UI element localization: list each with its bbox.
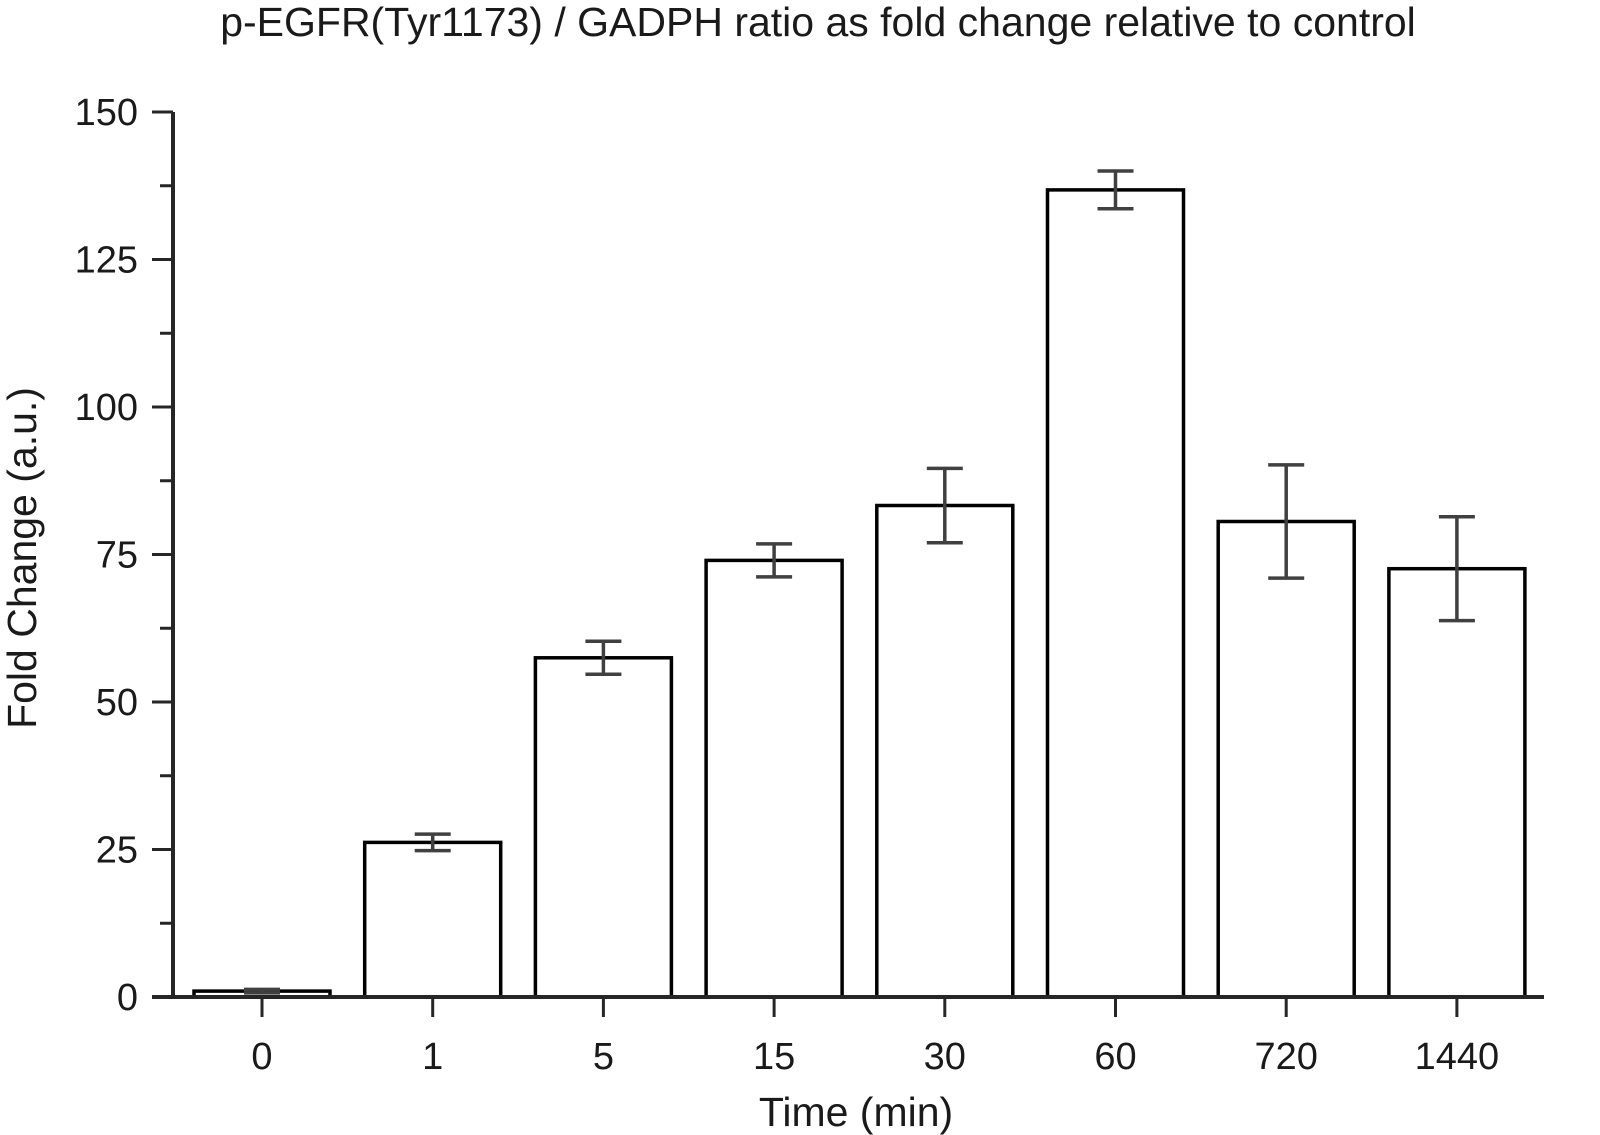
y-tick-label: 150: [75, 92, 138, 134]
x-tick-label: 1440: [1415, 1036, 1500, 1078]
error-bar-5: [585, 639, 622, 677]
error-bars-layer: [244, 169, 1475, 995]
error-bar-15: [756, 542, 793, 579]
bar-15: [704, 558, 844, 999]
bar-30: [875, 503, 1015, 999]
x-axis-label: Time (min): [759, 1089, 953, 1135]
bar-5: [533, 656, 674, 999]
error-bar-30: [926, 466, 963, 545]
y-tick-label: 125: [75, 240, 138, 282]
error-bar-1: [414, 832, 451, 853]
y-tick-label: 100: [75, 387, 138, 429]
chart-title: p-EGFR(Tyr1173) / GADPH ratio as fold ch…: [220, 0, 1416, 45]
x-tick-label: 60: [1094, 1036, 1136, 1078]
x-tick-label: 720: [1254, 1036, 1317, 1078]
y-axis: 0 25 50 75 100 125 150: [75, 92, 175, 1019]
y-tick-label: 0: [117, 977, 138, 1019]
x-tick-label: 1: [422, 1036, 443, 1078]
bars-layer: [192, 188, 1527, 999]
bar-1: [362, 840, 503, 999]
bar-60: [1045, 188, 1186, 999]
y-tick-label: 50: [96, 682, 138, 724]
error-bar-1440: [1438, 514, 1475, 623]
error-bar-0: [244, 987, 280, 995]
y-tick-label: 75: [96, 535, 138, 577]
bar-1440: [1387, 566, 1527, 999]
x-axis: 0 1 5 15 30 60 720 1440: [152, 995, 1544, 1078]
y-axis-label: Fold Change (a.u.): [0, 387, 45, 729]
x-tick-label: 0: [251, 1036, 272, 1078]
x-tick-label: 30: [924, 1036, 966, 1078]
y-tick-label: 25: [96, 830, 138, 872]
error-bar-720: [1268, 463, 1305, 580]
error-bar-60: [1097, 169, 1134, 211]
x-tick-label: 15: [753, 1036, 795, 1078]
bar-720: [1216, 519, 1356, 999]
x-tick-label: 5: [593, 1036, 614, 1078]
